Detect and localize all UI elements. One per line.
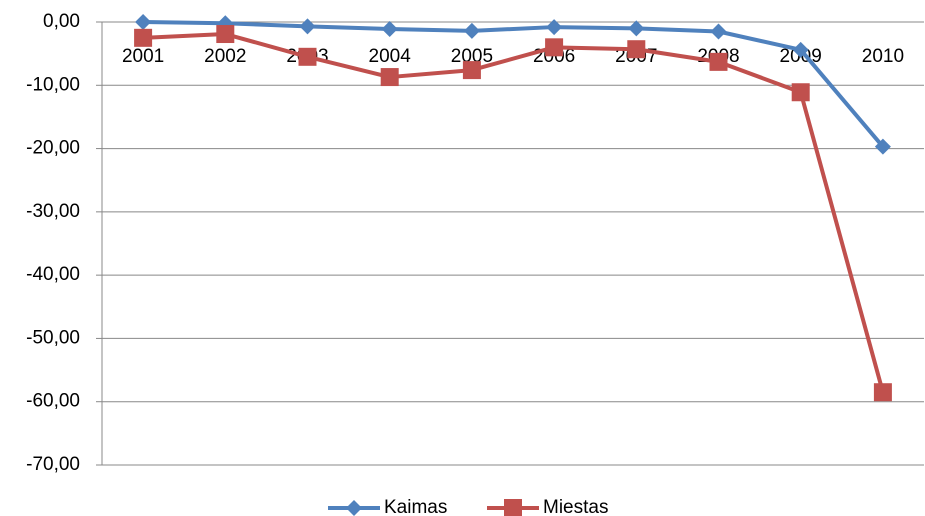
marker	[545, 38, 564, 57]
marker	[380, 68, 399, 87]
marker	[216, 25, 235, 44]
marker	[874, 138, 891, 155]
y-tick-label: 0,00	[43, 11, 80, 32]
marker	[873, 383, 892, 402]
y-tick-label: -30,00	[26, 201, 80, 222]
y-tick-label: -70,00	[26, 454, 80, 475]
x-tick-label: 2005	[451, 46, 493, 67]
marker	[628, 20, 645, 37]
y-tick-label: -60,00	[26, 391, 80, 412]
series-line	[143, 20, 885, 148]
legend-label: Miestas	[543, 497, 608, 516]
legend-marker	[504, 499, 522, 516]
series-line	[143, 32, 885, 393]
marker	[627, 40, 646, 59]
marker	[381, 20, 398, 37]
y-tick-label: -40,00	[26, 264, 80, 285]
marker	[792, 41, 809, 58]
marker	[546, 19, 563, 36]
marker	[299, 18, 316, 35]
y-tick-label: -20,00	[26, 138, 80, 159]
marker	[710, 23, 727, 40]
x-tick-label: 2010	[862, 46, 904, 67]
x-tick-label: 2002	[204, 46, 246, 67]
legend-label: Kaimas	[384, 497, 447, 516]
x-tick-label: 2004	[369, 46, 412, 67]
y-tick-label: -10,00	[26, 74, 80, 95]
legend-marker	[346, 500, 362, 516]
marker	[134, 28, 153, 47]
marker	[463, 22, 480, 39]
marker	[791, 83, 810, 102]
marker	[462, 61, 481, 80]
x-tick-label: 2001	[122, 46, 164, 67]
marker	[298, 47, 317, 66]
marker	[135, 14, 152, 30]
marker	[709, 52, 728, 71]
y-tick-label: -50,00	[26, 327, 80, 348]
